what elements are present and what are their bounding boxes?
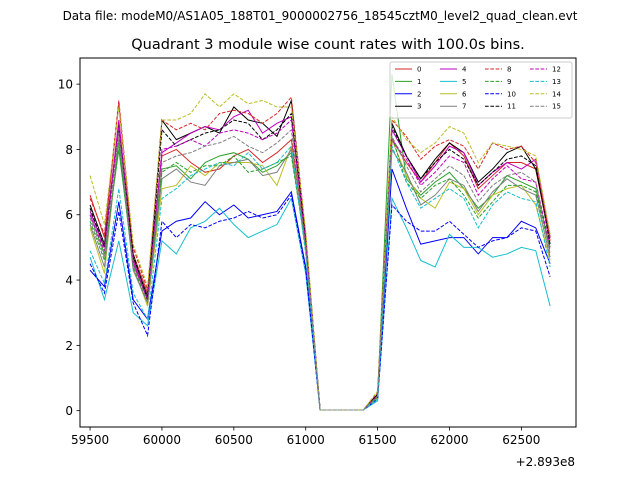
figure-suptitle: Data file: modeM0/AS1A05_188T01_90000027… [63,9,578,23]
legend-label-5: 5 [462,78,466,86]
x-tick-label: 61500 [359,433,397,447]
x-tick-label: 62500 [502,433,540,447]
x-tick-label: 60500 [215,433,253,447]
x-offset-label: +2.893e8 [516,455,575,469]
legend-label-13: 13 [552,78,561,86]
legend-label-7: 7 [462,103,466,111]
series-line-13 [89,145,551,411]
legend-label-3: 3 [417,103,421,111]
chart-title: Quadrant 3 module wise count rates with … [131,37,525,53]
y-tick-label: 10 [58,78,73,92]
axes-frame [79,57,577,428]
legend-label-12: 12 [552,66,561,74]
y-tick-label: 6 [65,208,73,222]
x-tick-label: 59500 [71,433,109,447]
legend-label-11: 11 [507,103,516,111]
legend-label-10: 10 [507,90,516,98]
legend-label-6: 6 [462,90,467,98]
legend-frame [389,61,573,119]
legend-label-0: 0 [417,66,421,74]
legend-label-15: 15 [552,103,561,111]
y-tick-label: 0 [65,404,73,418]
legend-label-8: 8 [507,66,511,74]
legend-label-4: 4 [462,66,467,74]
y-tick-label: 2 [65,339,73,353]
legend-label-2: 2 [417,90,421,98]
x-tick-label: 61000 [287,433,325,447]
x-tick-label: 60000 [143,433,181,447]
legend-label-9: 9 [507,78,511,86]
y-tick-label: 8 [65,143,73,157]
legend-label-1: 1 [417,78,421,86]
x-tick-label: 62000 [430,433,468,447]
series-line-14 [89,93,551,411]
plot-area [89,74,551,411]
series-line-15 [89,128,551,411]
axes-ticks: 59500 60000 60500 61000 61500 62000 62500 0 2 4 6 8… [58,78,541,447]
legend-label-14: 14 [552,90,561,98]
y-tick-label: 4 [65,274,73,288]
